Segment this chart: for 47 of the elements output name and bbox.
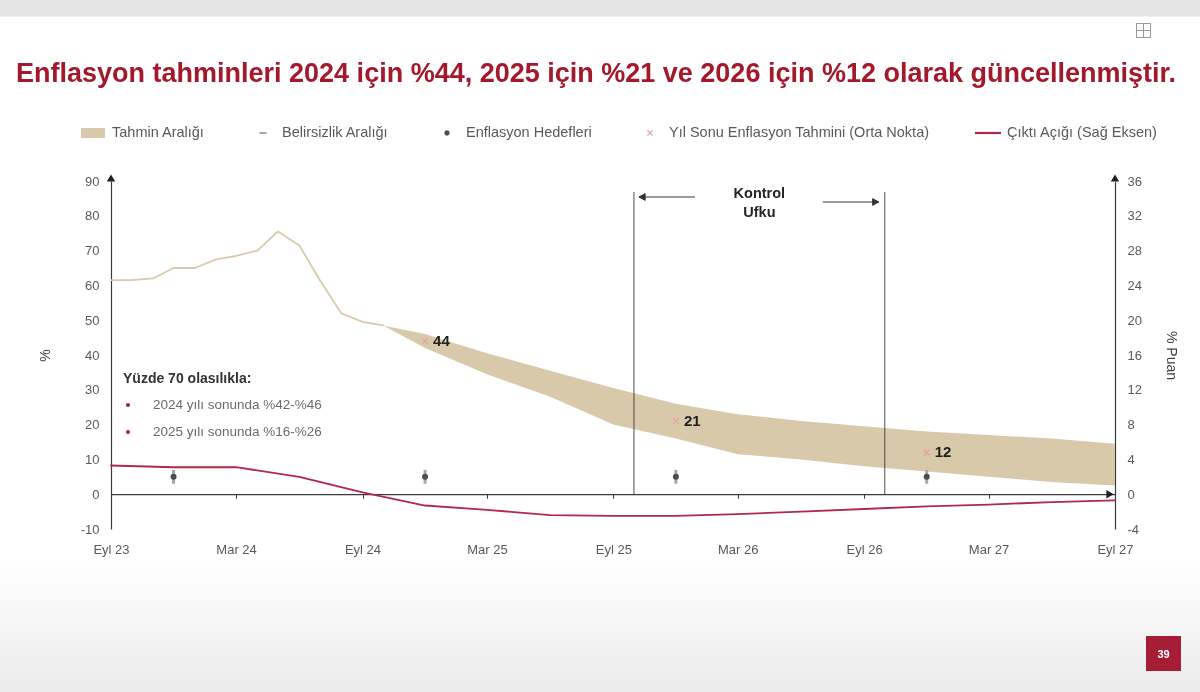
annotation: Kontrol Ufku <box>733 185 786 220</box>
y2-tick-label: 12 <box>1127 382 1142 398</box>
annotation: 2025 yılı sonunda %16-%26 <box>153 424 322 439</box>
y-tick-label: 90 <box>85 173 100 189</box>
data-label: 44 <box>433 332 451 350</box>
y2-tick-label: 32 <box>1127 208 1142 224</box>
x-tick-label: Mar 25 <box>467 541 508 557</box>
y-tick-label: 20 <box>85 417 100 433</box>
y2-tick-label: 16 <box>1127 347 1142 363</box>
y2-tick-label: 4 <box>1127 451 1135 467</box>
x-tick-label: Eyl 23 <box>93 541 130 557</box>
y2-tick-label: 36 <box>1127 173 1142 189</box>
page-badge: 39 <box>1146 636 1181 671</box>
legend-label: Yıl Sonu Enflasyon Tahmini (Orta Nokta) <box>669 124 930 140</box>
data-label: 12 <box>934 443 952 461</box>
legend-label: Belirsizlik Aralığı <box>282 124 388 140</box>
x-tick-label: Eyl 26 <box>846 541 883 557</box>
y2-tick-label: 20 <box>1127 312 1142 328</box>
x-tick-label: Eyl 25 <box>595 541 632 557</box>
y-tick-label: 0 <box>92 486 100 502</box>
y-tick-label: 30 <box>85 382 100 398</box>
y2-tick-label: 0 <box>1127 486 1135 502</box>
y2-axis-title: % Puan <box>1163 330 1180 381</box>
legend-label: Tahmin Aralığı <box>112 124 204 140</box>
y-tick-label: 70 <box>85 243 100 259</box>
chart-title: Enflasyon tahminleri 2024 için %44, 2025 için %21 ve 2026 için %12 olarak güncellenmiştir. <box>16 58 1177 89</box>
y-axis-title: % <box>36 349 53 362</box>
x-tick-label: Mar 27 <box>968 541 1010 557</box>
y-tick-label: 40 <box>85 347 100 363</box>
x-tick-label: Mar 24 <box>216 541 257 557</box>
y-tick-label: 10 <box>85 451 100 467</box>
y2-tick-label: 28 <box>1127 243 1142 259</box>
x-tick-label: Eyl 24 <box>344 541 382 557</box>
y2-tick-label: 24 <box>1127 277 1142 293</box>
y-tick-label: 60 <box>85 277 100 293</box>
y-tick-label: 80 <box>85 208 100 224</box>
x-tick-label: Mar 26 <box>717 541 759 557</box>
data-label: 21 <box>683 412 701 430</box>
annotation: Yüzde 70 olasılıkla: <box>123 370 252 386</box>
legend-label: Enflasyon Hedefleri <box>466 124 592 140</box>
y2-tick-label: -4 <box>1127 521 1140 537</box>
x-tick-label: Eyl 27 <box>1097 541 1134 557</box>
y2-tick-label: 8 <box>1127 417 1135 433</box>
y-tick-label: -10 <box>80 521 100 537</box>
legend-label: Çıktı Açığı (Sağ Eksen) <box>1007 124 1157 140</box>
annotation: 2024 yılı sonunda %42-%46 <box>153 397 322 412</box>
y-tick-label: 50 <box>85 312 100 328</box>
